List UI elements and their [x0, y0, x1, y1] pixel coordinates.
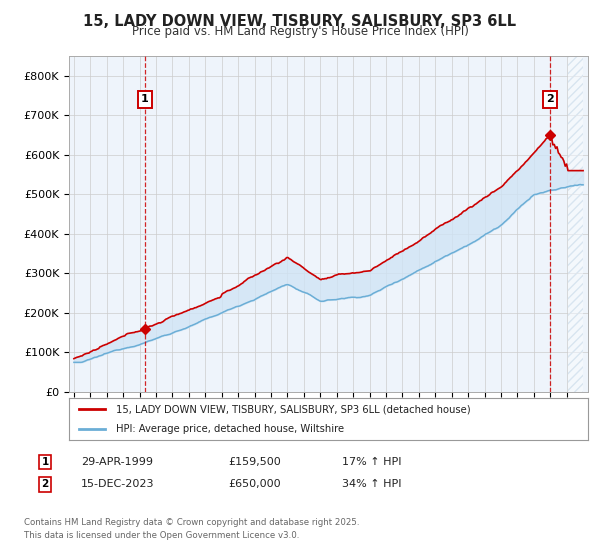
- Text: 29-APR-1999: 29-APR-1999: [81, 457, 153, 467]
- Text: 15, LADY DOWN VIEW, TISBURY, SALISBURY, SP3 6LL (detached house): 15, LADY DOWN VIEW, TISBURY, SALISBURY, …: [116, 404, 470, 414]
- Text: Price paid vs. HM Land Registry's House Price Index (HPI): Price paid vs. HM Land Registry's House …: [131, 25, 469, 38]
- Text: 2: 2: [545, 95, 553, 105]
- Text: 34% ↑ HPI: 34% ↑ HPI: [342, 479, 401, 489]
- Text: £159,500: £159,500: [228, 457, 281, 467]
- Text: Contains HM Land Registry data © Crown copyright and database right 2025.
This d: Contains HM Land Registry data © Crown c…: [24, 518, 359, 539]
- Text: 17% ↑ HPI: 17% ↑ HPI: [342, 457, 401, 467]
- Text: 1: 1: [41, 457, 49, 467]
- Text: £650,000: £650,000: [228, 479, 281, 489]
- Text: 2: 2: [41, 479, 49, 489]
- Text: 15-DEC-2023: 15-DEC-2023: [81, 479, 155, 489]
- Text: HPI: Average price, detached house, Wiltshire: HPI: Average price, detached house, Wilt…: [116, 424, 344, 434]
- Text: 1: 1: [141, 95, 149, 105]
- Text: 15, LADY DOWN VIEW, TISBURY, SALISBURY, SP3 6LL: 15, LADY DOWN VIEW, TISBURY, SALISBURY, …: [83, 14, 517, 29]
